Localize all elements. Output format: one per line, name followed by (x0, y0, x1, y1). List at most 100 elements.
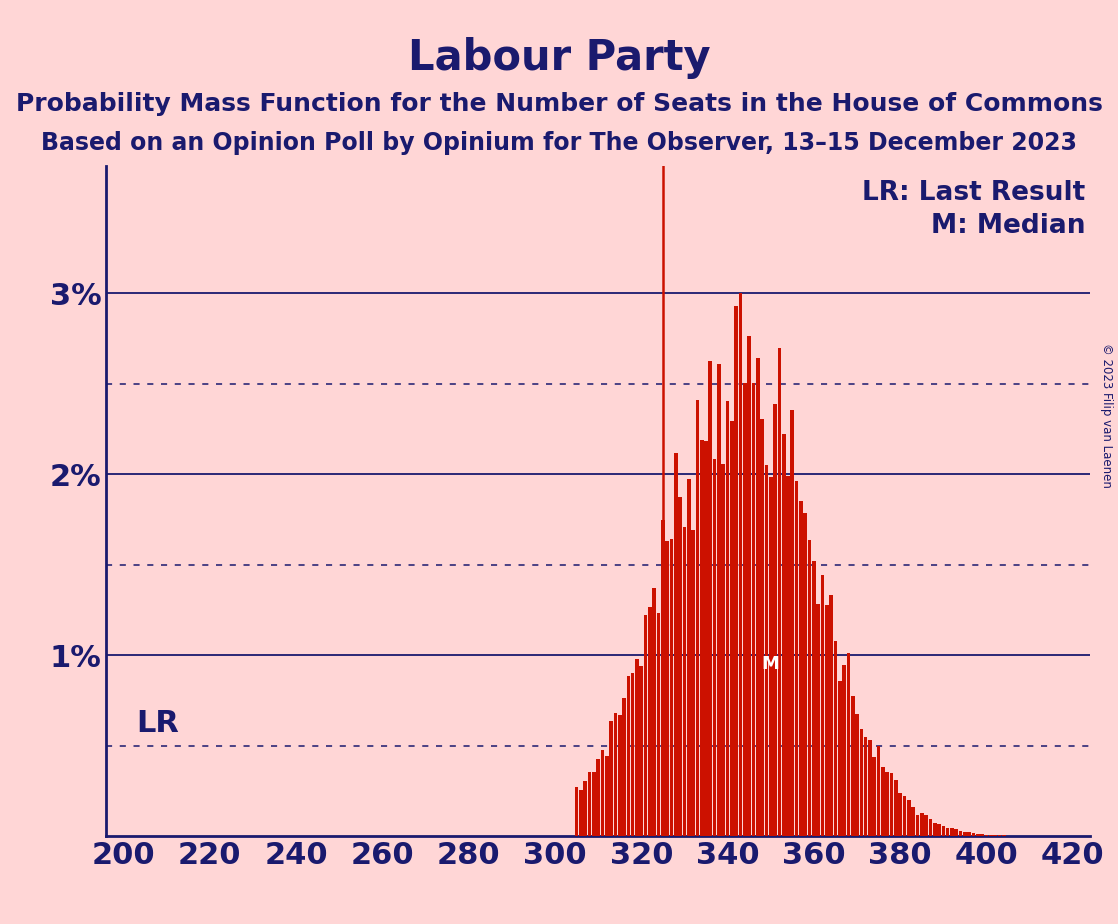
Bar (907, 800, 911, 836)
Bar (937, 824, 941, 836)
Bar (846, 653, 850, 836)
Bar (743, 383, 747, 836)
Bar (804, 513, 807, 836)
Bar (790, 410, 794, 836)
Bar (795, 480, 798, 836)
Bar (626, 676, 631, 836)
Bar (584, 782, 587, 836)
Bar (825, 604, 828, 836)
Bar (932, 823, 937, 836)
Bar (989, 834, 993, 836)
Text: M: Median: M: Median (930, 213, 1086, 239)
Text: © 2023 Filip van Laenen: © 2023 Filip van Laenen (1100, 344, 1114, 488)
Bar (834, 640, 837, 836)
Bar (648, 607, 652, 836)
Bar (899, 793, 902, 836)
Bar (713, 459, 717, 836)
Bar (967, 833, 972, 836)
Bar (686, 479, 691, 836)
Bar (929, 819, 932, 836)
Bar (855, 714, 859, 836)
Bar (623, 698, 626, 836)
Bar (769, 477, 773, 836)
Bar (807, 541, 812, 836)
Bar (600, 750, 604, 836)
Bar (735, 307, 738, 836)
Bar (821, 575, 824, 836)
Text: LR: LR (136, 710, 179, 738)
Bar (881, 767, 884, 836)
Bar (959, 831, 963, 836)
Bar (812, 561, 816, 836)
Bar (704, 442, 708, 836)
Bar (838, 681, 842, 836)
Bar (644, 614, 647, 836)
Bar (799, 501, 803, 836)
Bar (609, 721, 613, 836)
Bar (721, 464, 726, 836)
Bar (916, 815, 919, 836)
Bar (575, 787, 578, 836)
Bar (726, 401, 729, 836)
Bar (618, 715, 622, 836)
Bar (925, 816, 928, 836)
Bar (860, 729, 863, 836)
Bar (946, 828, 949, 836)
Bar (902, 796, 907, 836)
Text: Probability Mass Function for the Number of Seats in the House of Commons: Probability Mass Function for the Number… (16, 92, 1102, 116)
Bar (661, 520, 665, 836)
Bar (941, 826, 945, 836)
Bar (963, 832, 967, 836)
Bar (885, 772, 889, 836)
Bar (872, 757, 877, 836)
Bar (683, 527, 686, 836)
Text: Labour Party: Labour Party (408, 37, 710, 79)
Bar (920, 813, 923, 836)
Bar (911, 808, 915, 836)
Bar (816, 604, 819, 836)
Bar (980, 834, 984, 836)
Bar (864, 737, 868, 836)
Text: Based on an Opinion Poll by Opinium for The Observer, 13–15 December 2023: Based on an Opinion Poll by Opinium for … (41, 131, 1077, 155)
Bar (830, 595, 833, 836)
Bar (596, 759, 600, 836)
Bar (786, 476, 789, 836)
Bar (993, 835, 997, 836)
Bar (730, 420, 733, 836)
Bar (877, 746, 881, 836)
Bar (591, 772, 596, 836)
Bar (781, 434, 786, 836)
Bar (691, 530, 695, 836)
Bar (614, 713, 617, 836)
Bar (869, 740, 872, 836)
Bar (674, 453, 678, 836)
Bar (679, 497, 682, 836)
Bar (579, 790, 582, 836)
Bar (665, 541, 669, 836)
Bar (656, 613, 661, 836)
Bar (653, 588, 656, 836)
Bar (756, 359, 759, 836)
Bar (894, 780, 898, 836)
Bar (747, 336, 751, 836)
Bar (955, 829, 958, 836)
Bar (976, 833, 979, 836)
Bar (851, 696, 854, 836)
Bar (751, 383, 756, 836)
Bar (950, 828, 954, 836)
Bar (774, 404, 777, 836)
Text: LR: Last Result: LR: Last Result (862, 180, 1086, 206)
Bar (635, 659, 638, 836)
Bar (631, 674, 635, 836)
Bar (605, 756, 608, 836)
Bar (972, 833, 975, 836)
Bar (639, 666, 643, 836)
Bar (890, 772, 893, 836)
Bar (717, 363, 721, 836)
Bar (777, 348, 781, 836)
Bar (739, 293, 742, 836)
Bar (700, 440, 703, 836)
Bar (765, 465, 768, 836)
Bar (985, 834, 988, 836)
Bar (695, 400, 699, 836)
